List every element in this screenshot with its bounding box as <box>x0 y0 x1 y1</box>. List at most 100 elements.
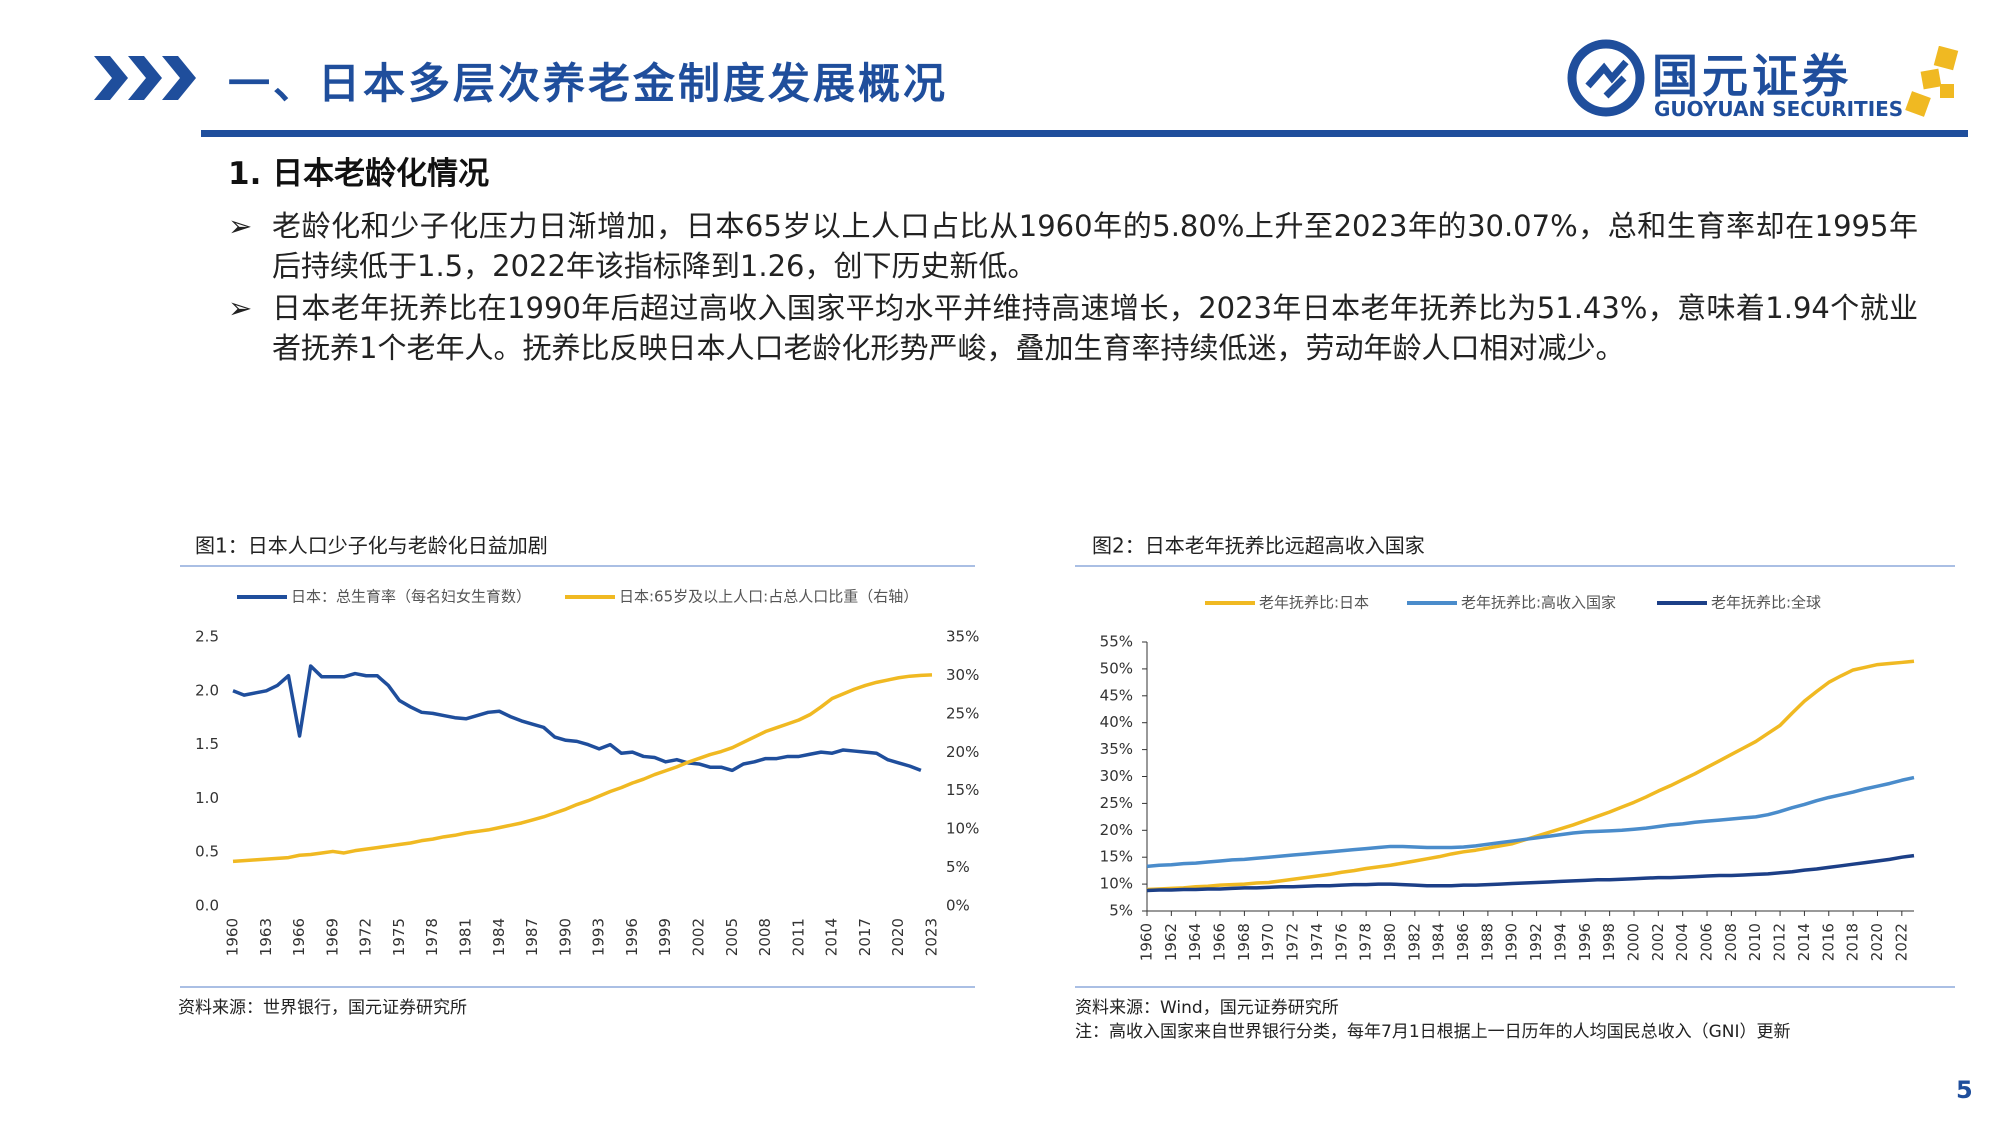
x-tick-label: 2006 <box>1698 923 1716 961</box>
bullet: ➢ 日本老年抚养比在1990年后超过高收入国家平均水平并维持高速增长，2023年日… <box>228 288 1918 368</box>
x-tick-label: 2005 <box>723 918 741 956</box>
y2-tick-label: 0% <box>946 897 970 915</box>
x-tick-label: 2002 <box>690 918 708 956</box>
y-tick-label: 55% <box>1100 633 1133 651</box>
x-tick-label: 1966 <box>290 918 308 956</box>
x-tick-label: 1962 <box>1162 923 1180 961</box>
section-title: 1. 日本老龄化情况 <box>228 156 490 192</box>
x-tick-label: 1960 <box>1138 923 1156 961</box>
x-tick-label: 2022 <box>1892 923 1910 961</box>
x-tick-label: 1963 <box>257 918 275 956</box>
x-tick-label: 1988 <box>1478 923 1496 961</box>
x-tick-label: 1970 <box>1259 923 1277 961</box>
legend-label: 日本:65岁及以上人口:占总人口比重（右轴） <box>619 588 918 606</box>
series-line <box>1146 659 1915 892</box>
x-tick-label: 1964 <box>1186 923 1204 961</box>
figure-source: 资料来源：世界银行，国元证券研究所 <box>178 998 467 1018</box>
x-tick-label: 1987 <box>523 918 541 956</box>
x-tick-label: 1968 <box>1235 923 1253 961</box>
x-tick-label: 1980 <box>1381 923 1399 961</box>
y-tick-label: 20% <box>1100 821 1133 839</box>
bullet-text: 日本老年抚养比在1990年后超过高收入国家平均水平并维持高速增长，2023年日本… <box>272 291 1918 365</box>
y2-tick-label: 15% <box>946 781 979 799</box>
y-tick-label: 45% <box>1100 686 1133 704</box>
header-rule <box>201 130 1968 137</box>
figure-title: 图1：日本人口少子化与老龄化日益加剧 <box>195 534 548 558</box>
y2-tick-label: 10% <box>946 820 979 838</box>
x-tick-label: 1974 <box>1308 923 1326 961</box>
x-tick-label: 1992 <box>1527 923 1545 961</box>
x-tick-label: 2014 <box>1795 923 1813 961</box>
x-tick-label: 2020 <box>1868 923 1886 961</box>
x-tick-label: 2004 <box>1673 923 1691 961</box>
x-tick-label: 1975 <box>390 918 408 956</box>
x-tick-label: 2012 <box>1771 923 1789 961</box>
bullet-text: 老龄化和少子化压力日渐增加，日本65岁以上人口占比从1960年的5.80%上升至… <box>272 209 1918 283</box>
y-tick-label: 2.5 <box>195 628 219 646</box>
x-tick-label: 2008 <box>756 918 774 956</box>
y2-tick-label: 35% <box>946 628 979 646</box>
logo-squares <box>1905 46 1959 117</box>
y-tick-label: 25% <box>1100 794 1133 812</box>
figure-source: 资料来源：Wind，国元证券研究所 <box>1075 998 1339 1018</box>
x-tick-label: 1996 <box>1576 923 1594 961</box>
x-tick-label: 2016 <box>1819 923 1837 961</box>
y-tick-label: 0.0 <box>195 897 219 915</box>
page-number: 5 <box>1956 1076 1973 1104</box>
x-tick-label: 1969 <box>323 918 341 956</box>
x-tick-label: 2011 <box>789 918 807 956</box>
series-line <box>1146 853 1915 893</box>
y-tick-label: 0.5 <box>195 843 219 861</box>
figure-title: 图2：日本老年抚养比远超高收入国家 <box>1092 534 1425 558</box>
x-tick-label: 1966 <box>1211 923 1229 961</box>
legend-label: 老年抚养比:全球 <box>1711 594 1821 612</box>
y-tick-label: 30% <box>1100 767 1133 785</box>
page-title: 一、日本多层次养老金制度发展概况 <box>228 59 949 108</box>
legend-label: 日本：总生育率（每名妇女生育数） <box>291 588 531 606</box>
x-tick-label: 2008 <box>1722 923 1740 961</box>
y-tick-label: 50% <box>1100 659 1133 677</box>
title-chevrons <box>94 56 196 100</box>
y-tick-label: 2.0 <box>195 681 219 699</box>
x-tick-label: 1981 <box>457 918 475 956</box>
y-tick-label: 5% <box>1109 902 1133 920</box>
x-tick-label: 1990 <box>556 918 574 956</box>
x-tick-label: 2000 <box>1624 923 1642 961</box>
x-tick-label: 2002 <box>1649 923 1667 961</box>
logo-subtext: GUOYUAN SECURITIES <box>1654 97 1904 121</box>
x-tick-label: 2017 <box>856 918 874 956</box>
x-tick-label: 1996 <box>623 918 641 956</box>
x-tick-label: 2018 <box>1844 923 1862 961</box>
x-tick-label: 1984 <box>1430 923 1448 961</box>
x-tick-label: 1972 <box>1284 923 1302 961</box>
x-tick-label: 1998 <box>1600 923 1618 961</box>
y2-tick-label: 25% <box>946 704 979 722</box>
y-tick-label: 15% <box>1100 848 1133 866</box>
x-tick-label: 2014 <box>823 918 841 956</box>
logo-mark <box>1567 39 1645 117</box>
y-tick-label: 1.0 <box>195 789 219 807</box>
x-tick-label: 2023 <box>923 918 941 956</box>
x-tick-label: 2020 <box>889 918 907 956</box>
figure-note: 注：高收入国家来自世界银行分类，每年7月1日根据上一日历年的人均国民总收入（GN… <box>1075 1022 1791 1042</box>
bullet: ➢ 老龄化和少子化压力日渐增加，日本65岁以上人口占比从1960年的5.80%上升… <box>228 206 1918 286</box>
x-tick-label: 1986 <box>1454 923 1472 961</box>
x-tick-label: 1993 <box>590 918 608 956</box>
y2-tick-label: 5% <box>946 858 970 876</box>
x-tick-label: 1994 <box>1551 923 1569 961</box>
x-tick-label: 1960 <box>224 918 242 956</box>
x-tick-label: 1984 <box>490 918 508 956</box>
x-tick-label: 1978 <box>423 918 441 956</box>
y-tick-label: 35% <box>1100 740 1133 758</box>
x-tick-label: 1978 <box>1357 923 1375 961</box>
y2-tick-label: 20% <box>946 743 979 761</box>
y-tick-label: 1.5 <box>195 735 219 753</box>
y-tick-label: 10% <box>1100 875 1133 893</box>
series-line <box>232 673 933 864</box>
legend-label: 老年抚养比:日本 <box>1259 594 1369 612</box>
x-tick-label: 1982 <box>1405 923 1423 961</box>
x-tick-label: 1972 <box>357 918 375 956</box>
series-line <box>232 664 922 773</box>
